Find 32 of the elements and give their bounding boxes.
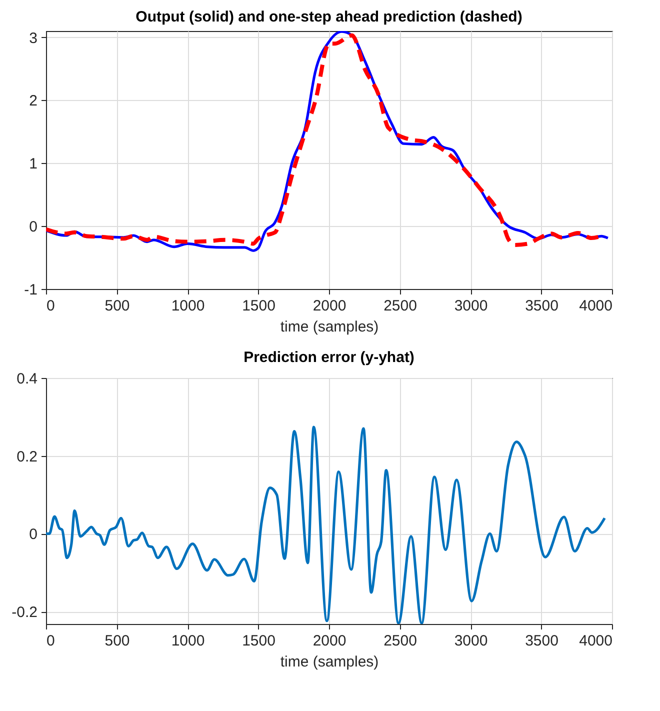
x-tick-label: 2500 (384, 632, 417, 650)
chart-title: Prediction error (y-yhat) (244, 349, 414, 366)
y-tick-label: 0 (29, 526, 38, 544)
y-tick-label: 3 (29, 30, 38, 47)
x-tick-label: 3500 (525, 298, 558, 314)
x-tick-label: 2000 (312, 298, 346, 314)
x-tick-label: 2000 (312, 632, 346, 650)
x-tick-label: 0 (46, 298, 55, 314)
x-axis-title: time (samples) (280, 318, 379, 336)
y-tick-label: 1 (29, 156, 38, 173)
x-tick-label: 4000 (579, 298, 612, 314)
y-tick-label: 0.4 (16, 370, 38, 388)
x-tick-label: 500 (104, 298, 130, 314)
y-tick-label: -0.2 (12, 604, 38, 622)
x-tick-label: 1500 (242, 632, 276, 650)
y-tick-label: 0.2 (16, 448, 38, 466)
x-tick-label: 3500 (525, 632, 558, 650)
x-tick-label: 1000 (171, 632, 205, 650)
y-tick-label: 0 (29, 218, 38, 236)
x-tick-label: 2500 (384, 298, 417, 314)
line-series (46, 426, 606, 624)
x-tick-label: 3000 (454, 298, 488, 314)
chart-title: Output (solid) and one-step ahead prediction (dashed) (136, 8, 522, 26)
x-tick-label: 0 (46, 632, 55, 650)
y-tick-label: -1 (24, 282, 38, 298)
x-tick-label: 1000 (171, 298, 205, 314)
x-tick-label: 500 (104, 632, 130, 650)
y-tick-label: 2 (29, 92, 38, 110)
x-tick-label: 3000 (454, 632, 488, 650)
x-axis-title: time (samples) (280, 654, 379, 670)
x-tick-label: 1500 (242, 298, 276, 314)
x-tick-label: 4000 (579, 632, 612, 650)
